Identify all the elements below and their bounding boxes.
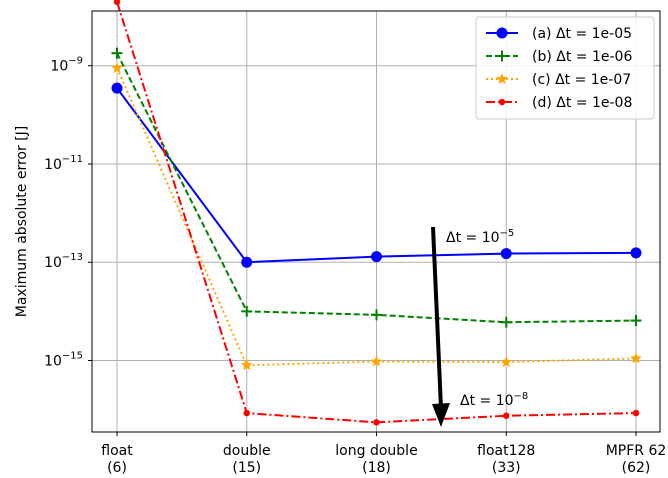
data-point	[241, 359, 253, 371]
data-point	[630, 247, 642, 259]
y-tick-label: 10−15	[44, 350, 83, 369]
legend-marker	[496, 50, 508, 62]
data-point	[111, 61, 123, 73]
legend: (a) Δt = 1e-05 (b) Δt = 1e-06 (c) Δt = 1e-…	[475, 16, 655, 120]
data-point	[632, 409, 640, 417]
legend-item-3: (d) Δt = 1e-08	[486, 95, 632, 111]
arrow-shaft	[431, 226, 443, 409]
y-tick-label: 10−11	[44, 154, 83, 173]
annotation-dt-1e-5: Δt = 10−5	[446, 228, 514, 246]
series-3	[113, 0, 640, 426]
x-tick-label-sub: (33)	[492, 460, 521, 476]
annotation-dt-1e-8: Δt = 10−8	[460, 391, 528, 409]
data-point	[113, 0, 121, 6]
data-point	[243, 409, 250, 417]
y-axis: 10−9 10−11 10−13 10−15	[44, 56, 92, 369]
legend-marker	[496, 73, 508, 84]
legend-label: (a) Δt = 1e-05	[532, 26, 632, 42]
x-tick-label-sub: (62)	[622, 460, 651, 476]
data-point	[630, 352, 642, 364]
legend-marker	[498, 98, 506, 106]
data-point	[503, 412, 510, 419]
x-tick-label-sub: (15)	[232, 460, 261, 476]
x-axis: float(6) double(15) long double(18) float12…	[101, 432, 666, 476]
series-2	[111, 61, 642, 371]
data-point	[241, 305, 253, 317]
data-point	[371, 309, 382, 321]
data-point	[500, 248, 512, 260]
y-axis-label: Maximum absolute error [J]	[14, 126, 30, 317]
x-tick-label: double	[223, 443, 271, 459]
data-point	[500, 316, 512, 328]
legend-item-1: (b) Δt = 1e-06	[486, 49, 632, 65]
data-point	[111, 47, 123, 59]
x-tick-label: float	[101, 443, 133, 459]
legend-box	[475, 16, 655, 120]
legend-label: (d) Δt = 1e-08	[532, 95, 632, 111]
legend-item-0: (a) Δt = 1e-05	[486, 26, 632, 42]
data-point	[500, 356, 512, 367]
y-tick-label: 10−13	[44, 252, 83, 271]
x-tick-label: MPFR 62	[606, 443, 667, 459]
data-point	[241, 256, 253, 268]
series-1	[111, 47, 642, 328]
data-point	[371, 251, 382, 263]
annotations: Δt = 10−5 Δt = 10−8	[431, 226, 528, 427]
x-tick-label: float128	[477, 443, 535, 459]
x-tick-label: long double	[335, 443, 417, 459]
data-point	[111, 82, 123, 94]
data-point	[630, 315, 642, 327]
series-layer	[111, 0, 642, 426]
series-0	[111, 82, 642, 268]
x-tick-label-sub: (6)	[107, 460, 127, 476]
data-point	[373, 419, 380, 426]
x-tick-label-sub: (18)	[362, 460, 391, 476]
series-line	[116, 67, 637, 367]
data-point	[370, 355, 383, 367]
y-tick-label: 10−9	[50, 56, 83, 75]
legend-label: (c) Δt = 1e-07	[532, 72, 631, 88]
legend-marker	[496, 27, 508, 39]
legend-item-2: (c) Δt = 1e-07	[486, 72, 631, 88]
legend-label: (b) Δt = 1e-06	[532, 49, 632, 65]
arrow-head	[432, 403, 450, 427]
